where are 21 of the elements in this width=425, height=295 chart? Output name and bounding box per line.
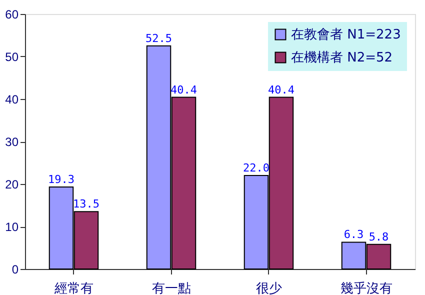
x-tick-label: 有一點 (152, 282, 191, 295)
data-label: 5.8 (368, 230, 389, 244)
data-label: 19.3 (48, 172, 74, 186)
y-tick-label: 0 (12, 262, 19, 276)
legend-label: 在教會者 N1=223 (291, 28, 401, 42)
data-label: 40.4 (170, 83, 198, 96)
data-label: 22.0 (243, 162, 270, 174)
x-tick-label: 幾乎沒有 (340, 282, 392, 295)
x-tick-label: 經常有 (53, 282, 94, 295)
data-label: 13.5 (73, 198, 100, 211)
data-label: 52.5 (146, 32, 172, 45)
y-tick-label: 60 (5, 8, 19, 22)
y-tick-label: 40 (5, 92, 19, 106)
y-tick-label: 20 (5, 178, 19, 192)
data-label: 6.3 (344, 228, 364, 242)
y-tick-label: 50 (5, 50, 19, 64)
y-tick-label: 30 (5, 135, 19, 149)
legend-label: 在機構者 N2=52 (291, 50, 393, 66)
data-label: 40.4 (268, 83, 295, 96)
x-tick-label: 很少 (256, 282, 282, 295)
y-tick-label: 10 (5, 220, 19, 234)
